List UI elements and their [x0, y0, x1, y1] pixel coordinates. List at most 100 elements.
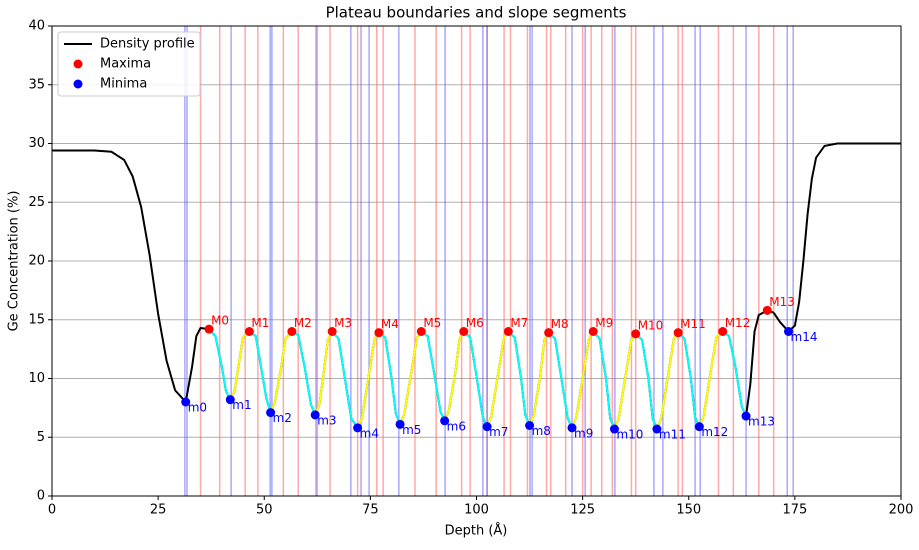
slope-segment — [378, 331, 402, 425]
y-tick-label: 30 — [28, 136, 45, 151]
maximum-point — [718, 327, 728, 336]
legend-marker — [73, 79, 83, 89]
x-tick-label: 25 — [150, 503, 167, 518]
minimum-point — [609, 424, 619, 434]
maximum-point — [416, 327, 426, 336]
maximum-label: M12 — [725, 316, 751, 330]
x-tick-label: 200 — [889, 503, 914, 518]
minimum-point — [567, 423, 577, 433]
slope-segment — [443, 330, 465, 422]
minimum-label: m10 — [616, 428, 643, 442]
minimum-point — [784, 327, 794, 336]
y-tick-label: 10 — [28, 371, 45, 386]
legend-label: Maxima — [100, 57, 151, 72]
slope-segment — [677, 331, 701, 428]
slope-segment — [571, 330, 595, 429]
x-tick-label: 125 — [570, 503, 595, 518]
maximum-point — [503, 327, 513, 336]
slope-segment — [356, 332, 380, 429]
maximum-label: M13 — [769, 295, 795, 309]
maximum-label: M1 — [251, 316, 269, 330]
x-tick-label: 0 — [48, 503, 56, 518]
minimum-label: m8 — [532, 424, 551, 438]
slope-segment — [269, 330, 293, 413]
maximum-label: M10 — [638, 318, 664, 332]
slope-segment — [229, 330, 251, 401]
minimum-label: m13 — [748, 415, 775, 429]
maximum-label: M7 — [510, 316, 528, 330]
minimum-label: m1 — [232, 398, 251, 412]
x-tick-label: 150 — [676, 503, 701, 518]
maximum-label: M4 — [381, 317, 399, 331]
maximum-point — [204, 324, 214, 334]
maximum-point — [459, 327, 469, 336]
maximum-point — [327, 327, 337, 336]
minimum-point — [310, 410, 320, 420]
minimum-point — [741, 411, 751, 421]
minimum-label: m2 — [273, 411, 292, 425]
x-tick-label: 50 — [256, 503, 273, 518]
minimum-point — [181, 397, 191, 407]
maximum-label: M8 — [551, 317, 569, 331]
slope-segment — [698, 330, 724, 428]
minimum-point — [525, 421, 535, 430]
minimum-label: m3 — [317, 413, 336, 427]
minimum-label: m4 — [360, 426, 379, 440]
x-tick-label: 175 — [782, 503, 807, 518]
slope-segment — [331, 330, 359, 429]
minimum-label: m14 — [791, 330, 818, 344]
maximum-label: M9 — [595, 316, 613, 330]
minimum-label: m11 — [659, 428, 686, 442]
maximum-point — [588, 327, 598, 336]
minimum-point — [266, 408, 276, 418]
legend-label: Density profile — [100, 37, 195, 52]
y-tick-label: 20 — [28, 254, 45, 269]
maximum-label: M2 — [294, 316, 312, 330]
maximum-label: M0 — [211, 314, 229, 328]
x-tick-label: 100 — [464, 503, 489, 518]
slope-segment — [528, 332, 550, 426]
plot-frame — [51, 25, 902, 497]
maximum-point — [374, 328, 384, 338]
minimum-point — [395, 419, 405, 429]
maximum-point — [544, 328, 554, 338]
legend-marker — [73, 59, 83, 69]
minimum-point — [652, 424, 662, 434]
x-tick-label: 75 — [362, 503, 379, 518]
maximum-label: M5 — [423, 316, 441, 330]
y-tick-label: 0 — [37, 489, 45, 504]
minimum-label: m6 — [447, 419, 466, 433]
legend-box — [57, 31, 201, 97]
minimum-point — [482, 422, 492, 432]
slope-segment — [655, 332, 679, 430]
slope-segment — [613, 333, 637, 430]
slope-segment — [399, 330, 423, 425]
minimum-label: m7 — [489, 425, 508, 439]
slope-segment — [635, 333, 658, 430]
slope-segment — [248, 330, 272, 413]
y-tick-label: 5 — [37, 430, 45, 445]
slope-segment — [314, 331, 334, 416]
maximum-point — [631, 329, 641, 339]
maximum-label: M6 — [466, 316, 484, 330]
minimum-point — [694, 422, 704, 432]
maximum-point — [762, 305, 772, 315]
maximum-point — [244, 327, 254, 336]
minimum-label: m12 — [701, 425, 728, 439]
slope-segment — [547, 331, 573, 429]
y-tick-label: 40 — [28, 19, 45, 34]
minimum-label: m0 — [188, 401, 207, 415]
slope-segment — [592, 330, 616, 430]
minimum-point — [225, 395, 235, 405]
x-axis-label: Depth (Å) — [445, 523, 508, 539]
y-tick-label: 15 — [28, 312, 45, 327]
y-axis-label: Ge Concentration (%) — [7, 191, 22, 332]
maximum-point — [287, 327, 297, 336]
minimum-label: m5 — [402, 423, 421, 437]
slope-segment — [420, 330, 446, 422]
slope-segment — [507, 330, 531, 426]
slope-segment — [208, 328, 232, 401]
slope-segment — [463, 330, 489, 428]
maximum-label: M3 — [334, 316, 352, 330]
